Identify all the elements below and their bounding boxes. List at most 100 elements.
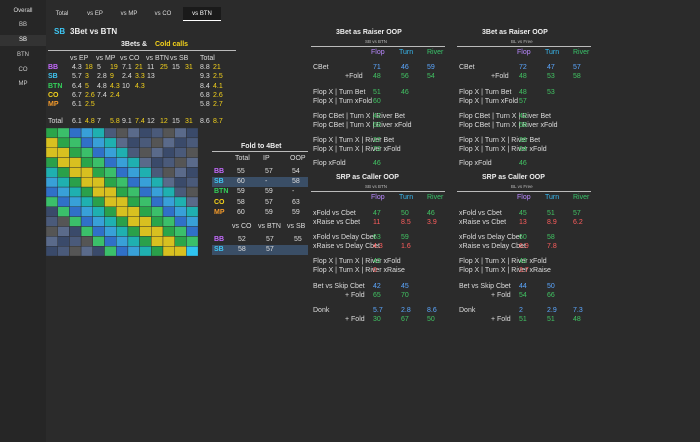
range-cell [80,147,93,158]
stat-label: Flop X | Turn Bet [313,89,366,96]
total-cell: 7.4 [135,118,145,125]
sidebar-item-btn[interactable]: BTN [17,52,29,58]
table-cell: 25 [160,64,168,71]
tab-vs-btn[interactable]: vs BTN [183,7,221,21]
range-cell [46,137,58,148]
table-cell: 8.4 [200,82,210,90]
range-cell [186,196,198,207]
range-cell [162,236,175,247]
row-position: SB [214,178,224,186]
total-cell: 12 [147,118,155,125]
tab-vs-ep[interactable]: vs EP [87,11,103,17]
range-cell [104,196,117,207]
stat-value: 53 [547,73,555,80]
stat-label: xFold vs Cbet [313,210,356,217]
stat-label: Bet vs Skip Cbet [313,283,365,290]
stat-label: xFold vs Delay Cbet [459,234,522,241]
range-cell [139,236,152,247]
range-cell [186,128,198,139]
range-cell [174,167,187,178]
sidebar-item-bb[interactable]: BB [18,22,27,28]
range-cell [69,236,82,247]
range-cell [162,226,175,237]
stat-label: CBet [313,64,329,71]
table-cell: 60 [237,178,245,186]
row-highlight [212,245,308,255]
table-cell: 9 [110,73,114,81]
range-cell [104,157,117,168]
table-cell: 19 [110,64,118,71]
range-cell [57,236,70,247]
stat-value: 47 [373,210,381,217]
stat-value: 47 [547,64,555,71]
stat-value: 37 [373,137,381,144]
range-cell [92,128,105,139]
range-cell [115,137,129,148]
stat-label: xRaise vs Delay Cbet [459,243,526,250]
range-cell [151,226,164,237]
range-cell [162,137,175,148]
table-cell: 58 [237,198,245,206]
stat-label: Flop X | Turn X | River xFold [313,146,401,153]
range-cell [127,245,140,256]
table-cell: 3 [85,73,89,81]
range-cell [92,147,105,158]
tab-vs-co[interactable]: vs CO [154,11,172,17]
range-cell [127,226,140,237]
column-header: OOP [290,155,306,162]
stat-value: 58 [573,73,581,80]
range-cell [69,157,82,168]
total-cell: 15 [172,118,180,125]
table-cell: 6.7 [72,91,82,99]
row-position: CO [214,198,225,206]
range-cell [162,245,175,256]
stat-value: 51 [547,316,555,323]
table-cell: 21 [213,64,221,71]
stat-value: 3.9 [427,219,437,226]
range-cell [115,128,129,139]
range-cell [104,216,117,227]
stat-value: 46 [401,89,409,96]
range-cell [80,137,93,148]
range-cell [139,147,152,158]
table-cell: 60 [237,208,245,216]
table-cell: 57 [265,198,273,206]
stat-label: xFold vs Cbet [459,210,502,217]
table-cell: 5.8 [200,101,210,109]
range-cell [69,245,82,256]
row-position: CO [48,91,59,99]
sidebar-item-sb[interactable]: SB [0,35,46,46]
tab-total[interactable]: Total [55,11,69,17]
stat-value: 70 [401,292,409,299]
sidebar: Overall BB SB BTN CO MP [0,0,46,442]
range-cell [139,128,152,139]
stat-value: 71 [373,64,381,71]
sidebar-item-mp[interactable]: MP [18,81,28,87]
range-cell [127,147,140,158]
range-cell [162,206,175,217]
range-cell [127,186,140,198]
scenario-label: 3Bet vs BTN [70,27,118,36]
range-cell [139,186,152,198]
range-cell [139,177,152,188]
stat-value: 67 [401,316,409,323]
left-table-title: 3Bets & [121,41,148,48]
stat-label: Flop CBet | Turn X | River xFold [313,122,412,129]
table-cell: 2.5 [213,73,223,81]
column-header: Turn [399,49,414,56]
stat-label: Bet vs Skip Cbet [459,283,511,290]
range-cell [151,206,164,217]
tab-vs-mp[interactable]: vs MP [120,11,138,17]
stat-value: 64 [519,146,527,153]
range-cell [69,226,82,237]
total-cell: 31 [185,118,193,125]
range-cell [186,157,198,168]
table-cell: 10 [122,82,130,90]
left-table-title-cold: Cold calls [155,41,189,48]
range-cell [92,177,105,188]
stat-value: 45 [401,283,409,290]
sidebar-item-co[interactable]: CO [18,67,28,73]
range-cell [115,186,129,198]
stat-value: 48 [373,73,381,80]
column-header: vs CO [120,55,140,62]
